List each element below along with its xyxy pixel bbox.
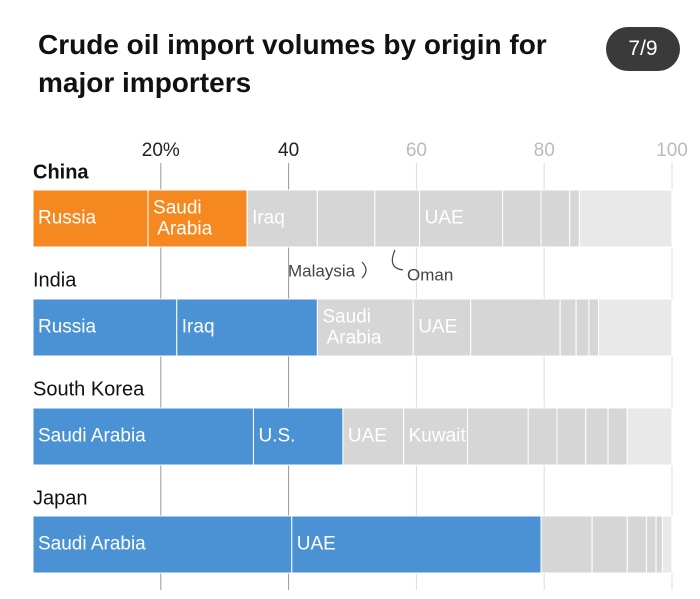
bar-segment <box>540 189 571 248</box>
bar-segment <box>467 407 529 466</box>
bar-segment <box>32 298 178 357</box>
bar-segment <box>540 515 593 574</box>
segment-label: Russia <box>38 208 97 229</box>
bar-segment <box>419 189 504 248</box>
bar-segment <box>147 189 248 248</box>
bar-segment <box>246 189 318 248</box>
bar-segment <box>591 515 628 574</box>
category-label: China <box>33 161 89 183</box>
connector <box>361 261 367 279</box>
connector <box>391 249 404 271</box>
bar-segment <box>578 189 673 248</box>
bar-segment <box>527 407 558 466</box>
bar-segment <box>598 298 673 357</box>
segment-label: UAE <box>425 208 464 229</box>
bar-segment <box>655 515 663 574</box>
bar-segment <box>403 407 469 466</box>
bar-segment <box>32 407 254 466</box>
bar-segment <box>502 189 542 248</box>
bar-segment <box>316 189 376 248</box>
bar-segment <box>559 298 577 357</box>
bar-segment <box>626 407 673 466</box>
bar-segment <box>176 298 318 357</box>
segment-label: UAE <box>348 426 387 447</box>
segment-label: Iraq <box>182 317 215 338</box>
segment-label: Kuwait <box>409 426 467 447</box>
segment-label: UAE <box>297 534 336 555</box>
segment-label: U.S. <box>258 426 295 447</box>
bar-segment <box>470 298 561 357</box>
bar-segment <box>342 407 405 466</box>
annotation: Oman <box>407 265 453 284</box>
category-label: India <box>33 269 77 291</box>
annotation: Malaysia <box>288 261 356 280</box>
bar-segment <box>661 515 673 574</box>
bar-segment <box>32 515 293 574</box>
segment-label: Saudi Arabia <box>322 307 382 349</box>
segment-label: Iraq <box>252 208 285 229</box>
bar-segment <box>626 515 647 574</box>
category-label: South Korea <box>33 378 145 400</box>
x-tick-label: 100 <box>656 140 688 161</box>
bar-segment <box>316 298 414 357</box>
segment-label: Saudi Arabia <box>153 198 213 240</box>
segment-label: UAE <box>418 317 457 338</box>
bar-segment <box>556 407 587 466</box>
bar-segment <box>374 189 421 248</box>
bar-segment <box>291 515 542 574</box>
bar-segment <box>585 407 609 466</box>
x-tick-label: 80 <box>534 140 555 161</box>
x-tick-label: 60 <box>406 140 427 161</box>
page-indicator[interactable]: 7/9 <box>606 27 680 71</box>
bar-segment <box>569 189 580 248</box>
category-label: Japan <box>33 487 88 509</box>
segment-label: Saudi Arabia <box>38 534 146 555</box>
x-tick-label: 40 <box>278 140 299 161</box>
bar-segment <box>588 298 600 357</box>
bar-segment <box>645 515 657 574</box>
segment-label: Russia <box>38 317 97 338</box>
segment-label: Saudi Arabia <box>38 426 146 447</box>
bar-segment <box>575 298 590 357</box>
bar-segment <box>607 407 628 466</box>
bar-segment <box>32 189 149 248</box>
chart-title: Crude oil import volumes by origin for m… <box>38 29 547 98</box>
x-tick-label: 20% <box>142 140 180 161</box>
